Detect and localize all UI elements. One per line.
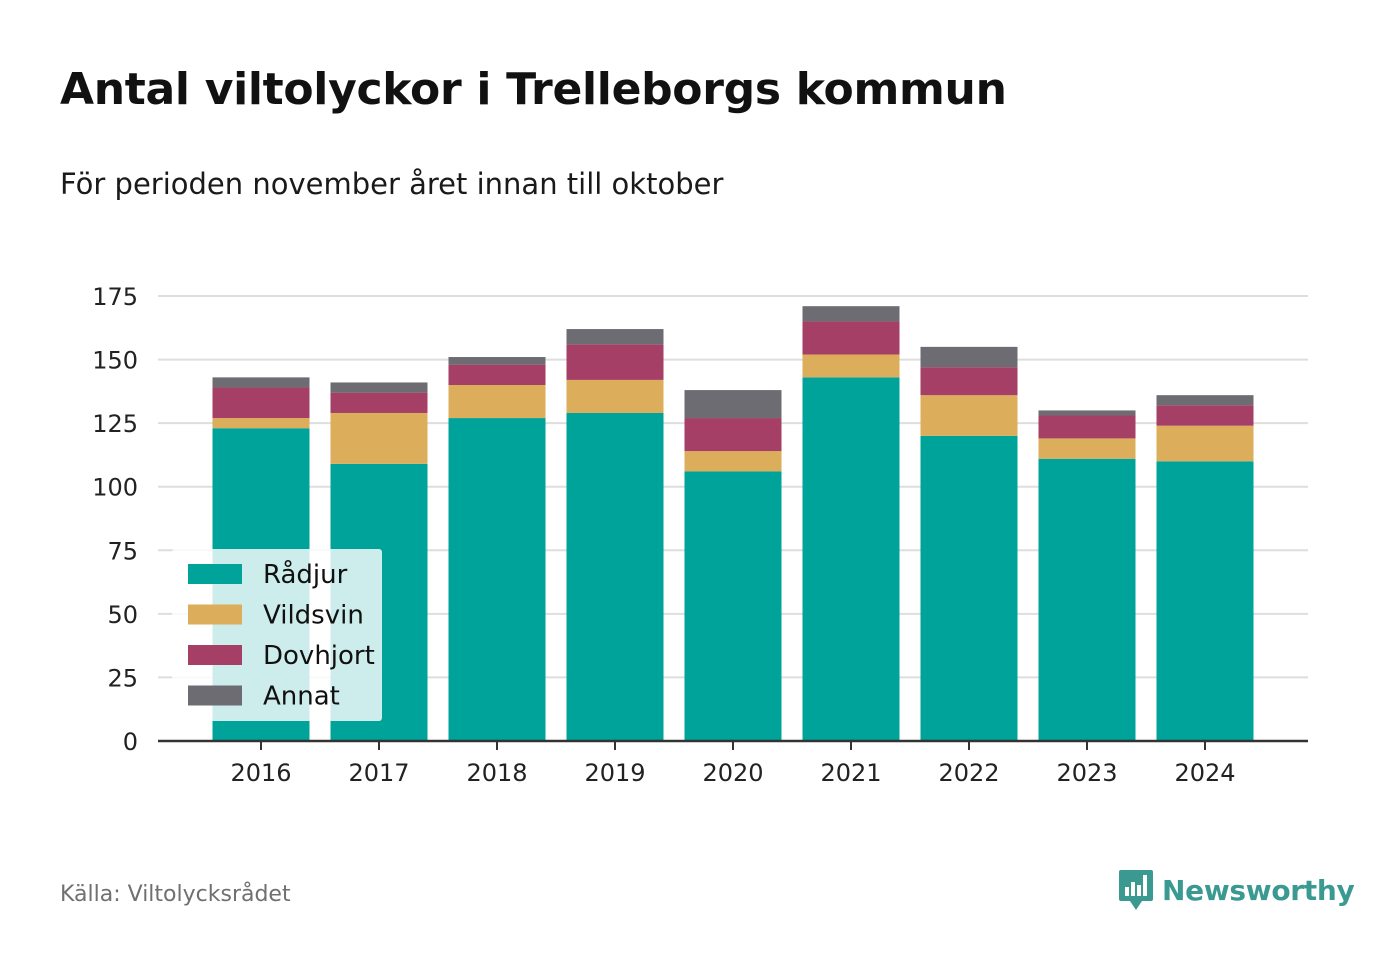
newsworthy-logo-icon <box>1119 870 1153 910</box>
y-tick-label: 175 <box>92 283 138 311</box>
y-tick-label: 150 <box>92 347 138 375</box>
y-tick-label: 100 <box>92 474 138 502</box>
legend-label: Dovhjort <box>263 641 375 671</box>
x-tick-label: 2019 <box>584 759 645 787</box>
bar-segment <box>684 390 782 419</box>
bar-segment <box>920 346 1018 368</box>
bar-segment <box>920 395 1018 436</box>
x-tick-label: 2021 <box>820 759 881 787</box>
bar-segment <box>1038 410 1136 416</box>
legend-swatch <box>188 564 242 584</box>
bar-segment <box>566 379 664 413</box>
bar-segment <box>1156 425 1254 462</box>
chart-subtitle: För perioden november året innan till ok… <box>60 167 724 201</box>
bar-segment <box>1156 461 1254 741</box>
bar-segment <box>212 387 310 419</box>
bar-segment <box>684 471 782 741</box>
bar-segment <box>212 377 310 388</box>
bar-segment <box>802 306 900 322</box>
bar-segment <box>330 412 428 464</box>
legend-label: Rådjur <box>263 559 348 590</box>
x-tick-label: 2022 <box>938 759 999 787</box>
brand-name: Newsworthy <box>1162 873 1355 907</box>
bar-segment <box>920 367 1018 396</box>
bar-segment <box>566 412 664 741</box>
legend-swatch <box>188 645 242 665</box>
y-tick-label: 75 <box>107 537 138 565</box>
bar-segment <box>802 377 900 741</box>
y-tick-label: 0 <box>123 728 138 756</box>
legend-swatch <box>188 604 242 625</box>
source-note: Källa: Viltolycksrådet <box>60 882 291 907</box>
x-tick-label: 2018 <box>466 759 527 787</box>
bar-segment <box>684 451 782 472</box>
bar-segment <box>448 418 546 741</box>
bar-segment <box>566 344 664 380</box>
bar-segment <box>212 418 310 429</box>
x-tick-label: 2024 <box>1174 759 1235 787</box>
bar-segment <box>448 357 546 365</box>
bar-segment <box>1038 438 1136 459</box>
bar-segment <box>1038 458 1136 741</box>
bar-segment <box>684 418 782 452</box>
legend-swatch <box>188 685 242 706</box>
bar-segment <box>448 364 546 385</box>
bar-segment <box>1156 395 1254 406</box>
x-tick-label: 2016 <box>230 759 291 787</box>
y-tick-label: 125 <box>92 410 138 438</box>
bar-segment <box>448 385 546 419</box>
bar-segment <box>802 321 900 355</box>
bar-segment <box>566 329 664 345</box>
bar-segment <box>920 435 1018 741</box>
legend: Rådjur Vildsvin Dovhjort Annat <box>172 549 382 721</box>
x-tick-label: 2017 <box>348 759 409 787</box>
legend-label: Vildsvin <box>263 601 364 631</box>
y-tick-label: 25 <box>107 664 138 692</box>
bar-segment <box>330 382 428 393</box>
bar-segment <box>1156 405 1254 426</box>
x-tick-label: 2020 <box>702 759 763 787</box>
bar-segment <box>1038 415 1136 439</box>
legend-label: Annat <box>263 682 340 712</box>
x-tick-label: 2023 <box>1056 759 1117 787</box>
chart-title: Antal viltolyckor i Trelleborgs kommun <box>60 64 1007 115</box>
legend-box <box>172 549 382 721</box>
bar-segment <box>330 392 428 413</box>
y-tick-label: 50 <box>107 601 138 629</box>
brand-logo: Newsworthy <box>1118 868 1355 912</box>
bar-segment <box>802 354 900 378</box>
